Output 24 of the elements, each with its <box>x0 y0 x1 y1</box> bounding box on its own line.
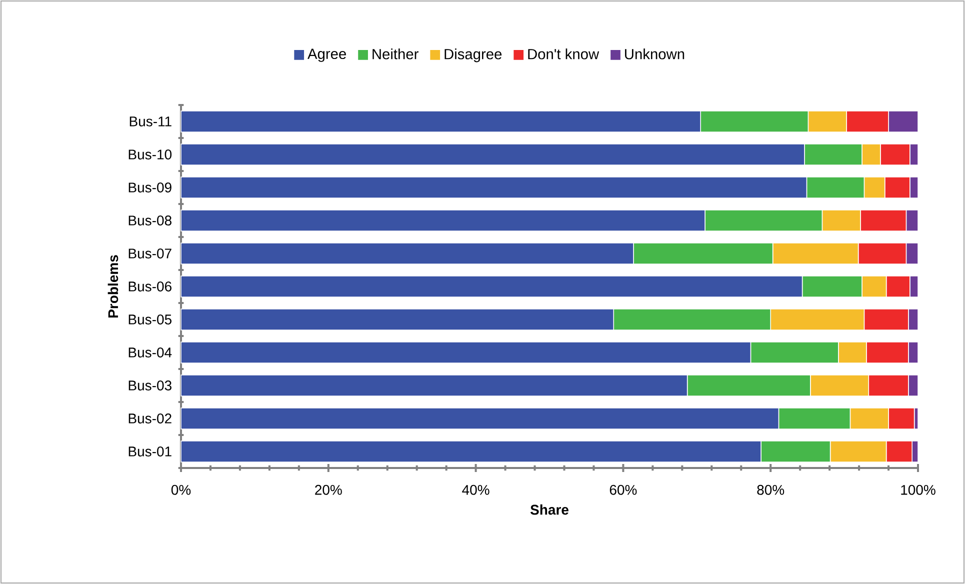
legend-label: Don't know <box>528 48 600 60</box>
y-tick-label: Bus-06 <box>128 282 172 292</box>
y-tick-label: Bus-05 <box>128 314 172 324</box>
y-tick-label: Bus-01 <box>128 446 172 456</box>
y-tick-label: Bus-11 <box>130 116 172 126</box>
y-tick-label: Bus-03 <box>128 380 172 390</box>
legend-label: Agree <box>308 48 346 62</box>
legend-label: Unknown <box>625 48 684 60</box>
y-tick-label: Bus-02 <box>128 414 172 424</box>
x-tick-label: 20% <box>315 484 342 495</box>
y-tick-label: Bus-09 <box>128 182 172 192</box>
x-tick-label: 60% <box>610 484 637 495</box>
x-axis-title: Share <box>530 504 568 515</box>
x-tick-label: 0% <box>171 484 191 495</box>
legend-label: Disagree <box>444 48 502 62</box>
y-axis-title: Problems <box>108 255 118 318</box>
x-tick-label: 40% <box>462 484 490 495</box>
x-tick-label: 80% <box>757 484 784 495</box>
y-tick-label: Bus-04 <box>128 348 172 358</box>
y-tick-label: Bus-10 <box>128 150 172 160</box>
y-tick-label: Bus-08 <box>128 216 172 226</box>
legend-label: Neither <box>372 48 418 60</box>
x-tick-label: 100% <box>901 484 936 495</box>
y-tick-label: Bus-07 <box>128 248 172 258</box>
